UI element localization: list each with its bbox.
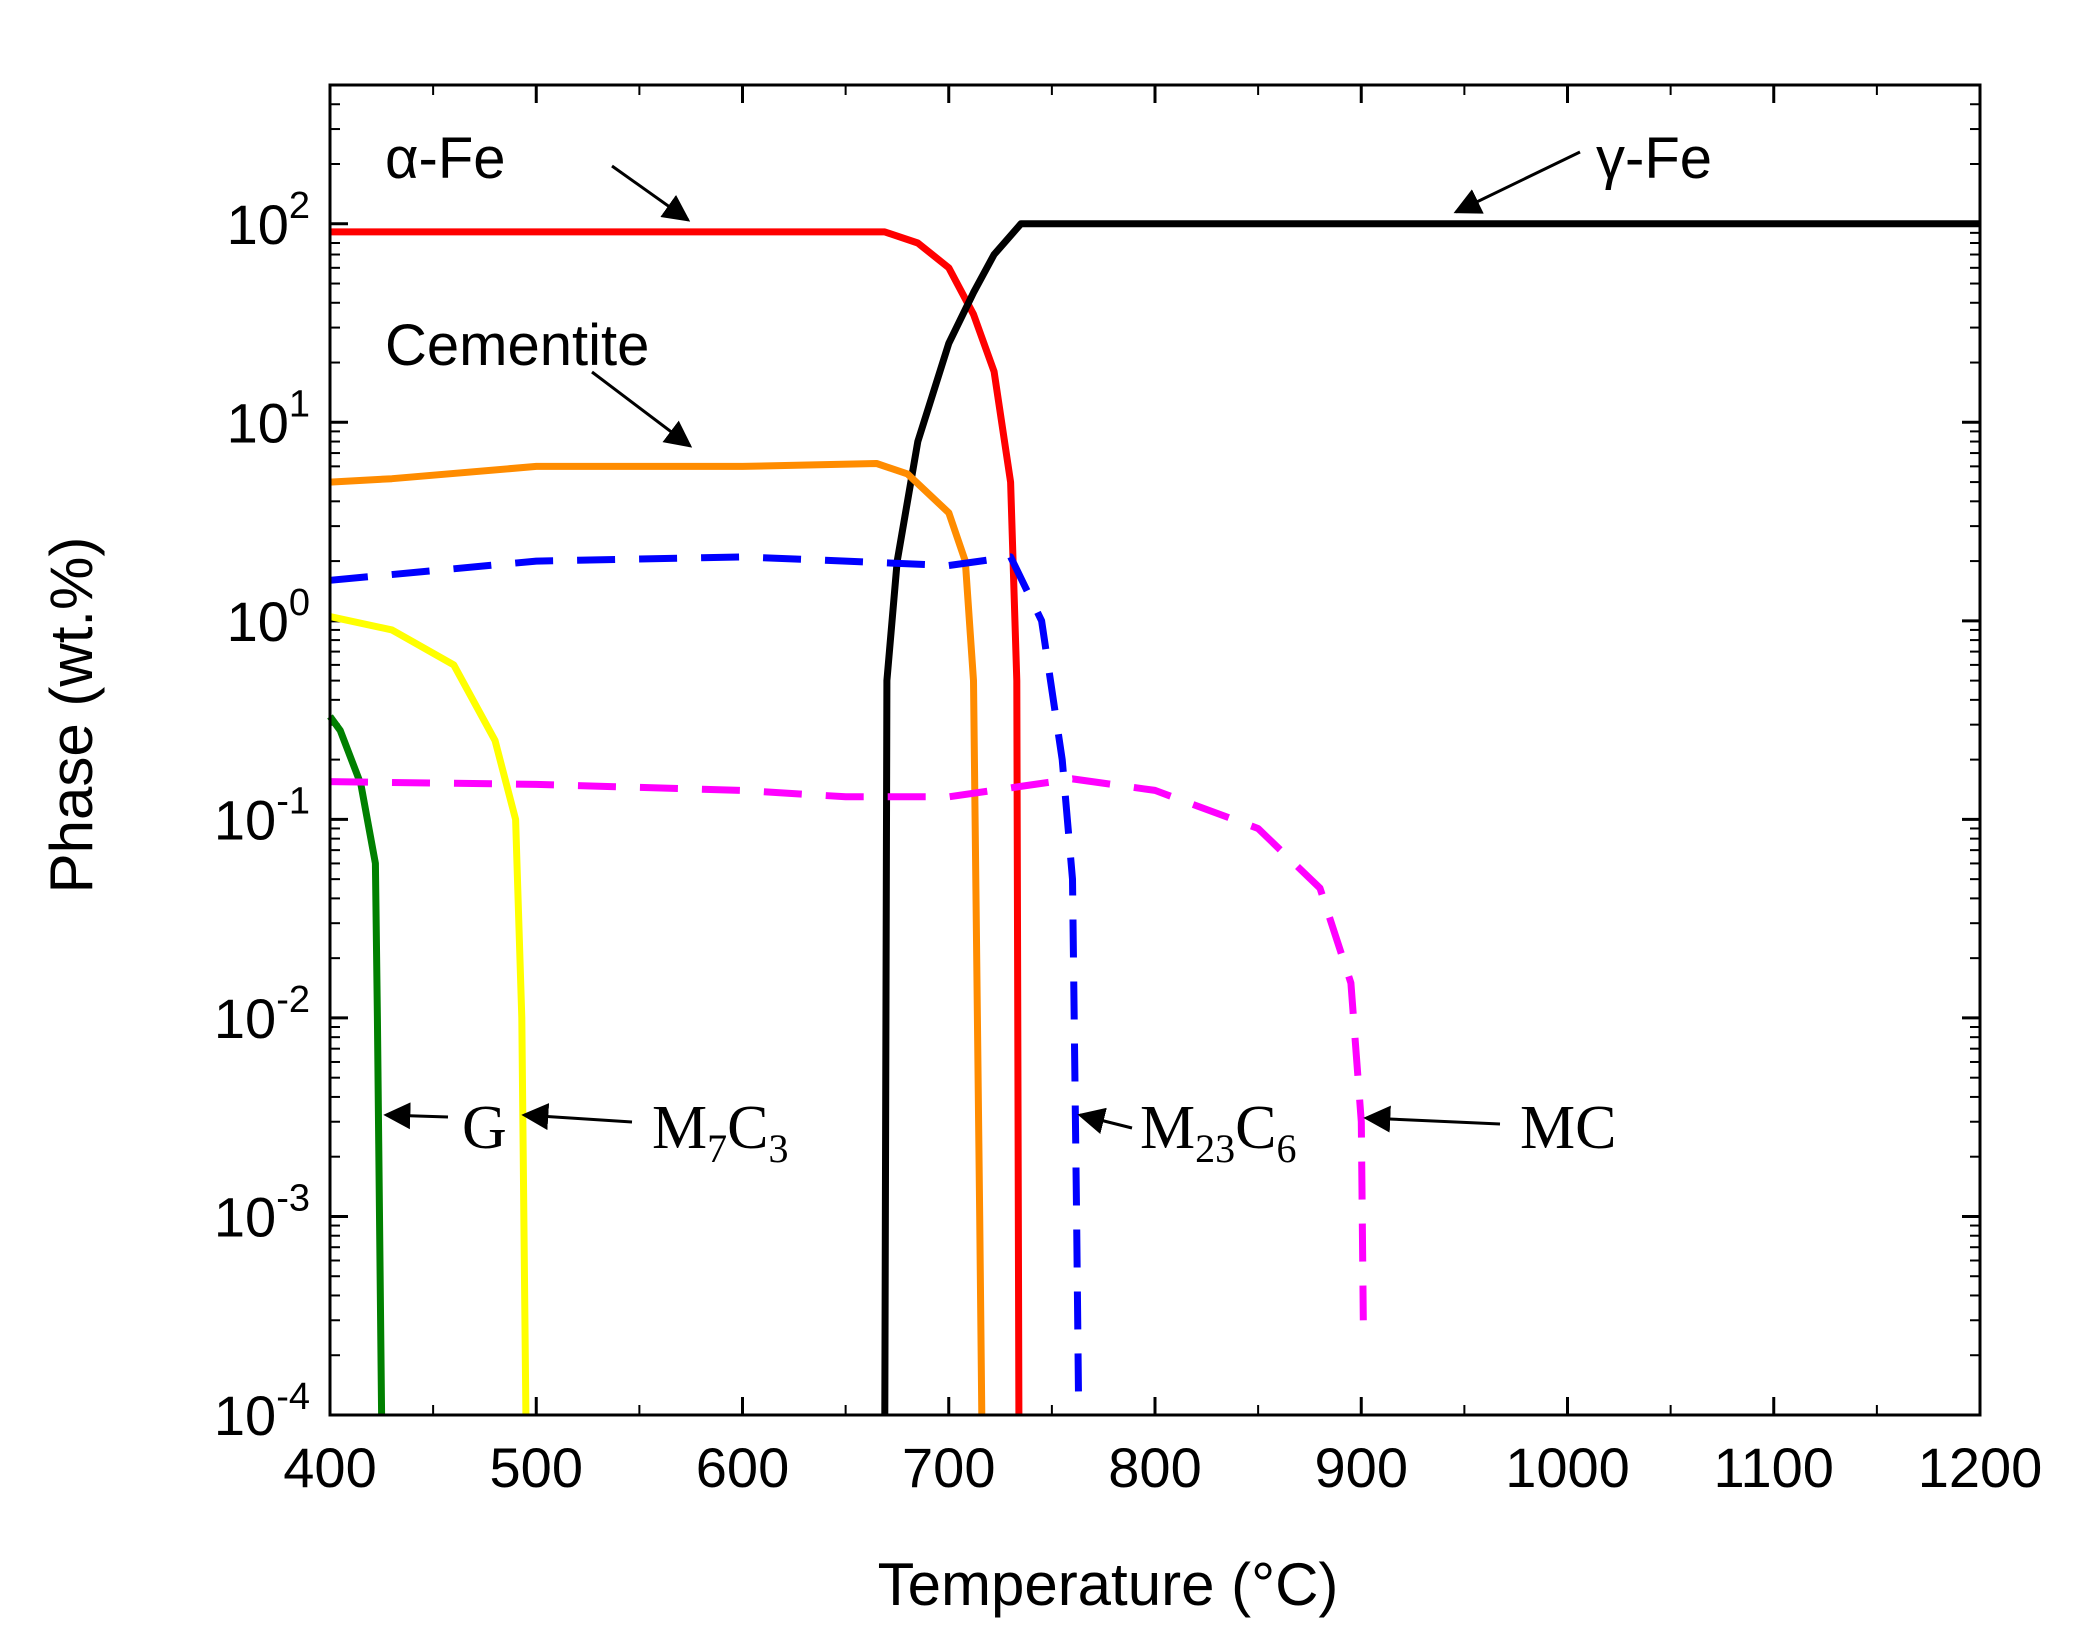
alpha-fe-label: α-Fe [385,126,506,191]
series-line-cementite [329,460,986,1416]
m23c6-sub2: 6 [1277,1126,1297,1171]
series-line-g [327,714,386,1416]
axes-group: 400 500 600 700 800 900 1000 1100 1200 102 101 100 1… [214,84,2043,1499]
y-tick-label: 102 [227,185,310,256]
x-tick-label: 900 [1315,1436,1408,1499]
y-tick-label: 100 [227,582,310,653]
g-phase-label: G [462,1094,507,1162]
plot-frame [328,83,1982,1417]
series-group [327,220,1980,1416]
series-line--fe [330,228,1023,1416]
x-tick-label: 1000 [1505,1436,1630,1499]
x-axis-title: Temperature (°C) [878,1551,1339,1618]
m7c3-sub2: 3 [769,1126,789,1171]
gamma-fe-arrow [1453,150,1581,214]
gamma-fe-label: γ-Fe [1596,126,1712,191]
x-tick-label: 1200 [1918,1436,2043,1499]
m7c3-arrow [521,1103,633,1131]
y-tick-label: 10-1 [214,780,310,851]
mc-label: MC [1520,1094,1616,1162]
x-tick-label: 500 [490,1436,583,1499]
y-axis-title: Phase (wt.%) [38,537,105,894]
series-line-m7c3 [329,613,530,1416]
series-line-m23c6 [329,553,1083,1416]
m23c6-sub1: 23 [1195,1126,1235,1171]
x-tick-label: 400 [283,1436,376,1499]
cementite-label: Cementite [385,313,649,378]
x-tick-label: 800 [1108,1436,1201,1499]
series-line-mc [329,775,1367,1321]
series-line--fe [881,220,1980,1416]
m7c3-m: M [652,1094,707,1162]
m7c3-label: M7C3 [652,1094,789,1171]
m23c6-label: M23C6 [1140,1094,1297,1171]
y-tick-label: 10-3 [214,1177,310,1248]
g-phase-arrow [383,1102,449,1130]
mc-arrow [1363,1105,1501,1133]
x-tick-label: 600 [696,1436,789,1499]
m23c6-m: M [1140,1094,1195,1162]
m7c3-sub1: 7 [707,1126,727,1171]
cementite-arrow [591,370,693,448]
y-tick-label: 101 [227,383,310,454]
x-tick-label: 700 [902,1436,995,1499]
y-tick-label: 10-2 [214,979,310,1050]
y-tick-label: 10-4 [214,1376,310,1447]
alpha-fe-arrow [611,164,691,222]
x-tick-label: 1100 [1714,1436,1834,1499]
m7c3-c: C [727,1094,768,1162]
m23c6-c: C [1235,1094,1276,1162]
annotations: α-Fe γ-Fe Cementite G M7C3 M23C6 MC [383,126,1712,1171]
m23c6-arrow [1077,1107,1133,1134]
